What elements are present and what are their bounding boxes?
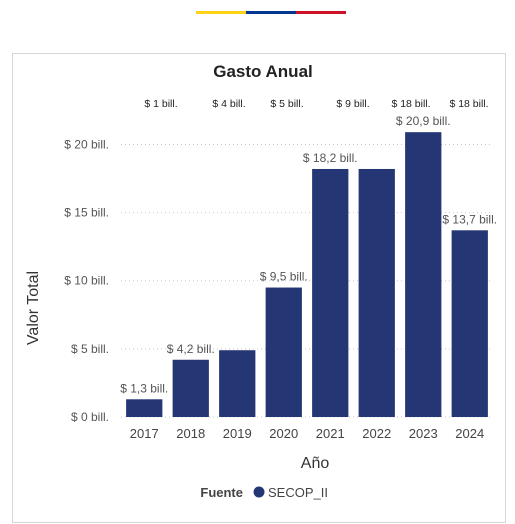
data-label: $ 18,2 bill. [303,151,358,165]
y-tick-label: $ 15 bill. [64,206,109,220]
top-label: $ 5 bill. [270,98,303,110]
data-label: $ 4,2 bill. [167,342,215,356]
legend: Fuente SECOP_II [200,485,328,500]
top-label: $ 18 bill. [449,98,488,110]
y-tick-label: $ 5 bill. [71,342,109,356]
top-label: $ 9 bill. [336,98,369,110]
y-axis-label: Valor Total [25,271,42,345]
data-label: $ 20,9 bill. [396,114,451,128]
chart-title: Gasto Anual [213,62,313,81]
x-tick-label: 2023 [409,426,438,441]
y-tick-label: $ 0 bill. [71,410,109,424]
x-axis-ticks: 2017 2018 2019 2020 2021 2022 2023 2024 [130,426,484,441]
top-label: $ 1 bill. [144,98,177,110]
data-label: $ 9,5 bill. [260,270,308,284]
bar-2019 [219,350,256,417]
flag-color-line [196,11,346,14]
x-axis-label: Año [301,455,330,472]
flag-red-segment [296,11,346,14]
x-tick-label: 2019 [223,426,252,441]
annual-spending-chart: Gasto Anual $ 1 bill. $ 4 bill. $ 5 bill. $… [25,62,497,500]
y-axis-ticks: $ 0 bill. $ 5 bill. $ 10 bill. $ 15 bill. $ … [64,137,109,424]
data-label: $ 13,7 bill. [442,212,497,226]
bar-2018 [172,359,209,417]
y-tick-label: $ 10 bill. [64,274,109,288]
bar-2020 [265,287,302,417]
flag-blue-segment [246,11,296,14]
top-labels-row: $ 1 bill. $ 4 bill. $ 5 bill. $ 9 bill. $ 18… [144,98,488,110]
x-tick-label: 2022 [362,426,391,441]
legend-title: Fuente [200,485,243,500]
bar-2023 [405,132,442,417]
y-tick-label: $ 20 bill. [64,137,109,151]
legend-marker [253,486,265,498]
bar-2024 [451,230,488,417]
top-label: $ 18 bill. [391,98,430,110]
x-tick-label: 2017 [130,426,159,441]
x-tick-label: 2021 [316,426,345,441]
flag-yellow-segment [196,11,246,14]
data-label: $ 1,3 bill. [120,381,168,395]
x-tick-label: 2018 [176,426,205,441]
x-tick-label: 2024 [455,426,484,441]
bar-2022 [358,168,395,417]
top-label: $ 4 bill. [212,98,245,110]
data-labels: $ 1,3 bill. $ 4,2 bill. $ 9,5 bill. $ 18,2 … [120,114,497,395]
x-tick-label: 2020 [269,426,298,441]
chart-card: Gasto Anual $ 1 bill. $ 4 bill. $ 5 bill. $… [12,53,506,523]
bar-series [126,132,488,417]
bar-2021 [312,168,349,417]
legend-item-secop-ii: SECOP_II [268,485,328,500]
bar-2017 [126,399,163,417]
